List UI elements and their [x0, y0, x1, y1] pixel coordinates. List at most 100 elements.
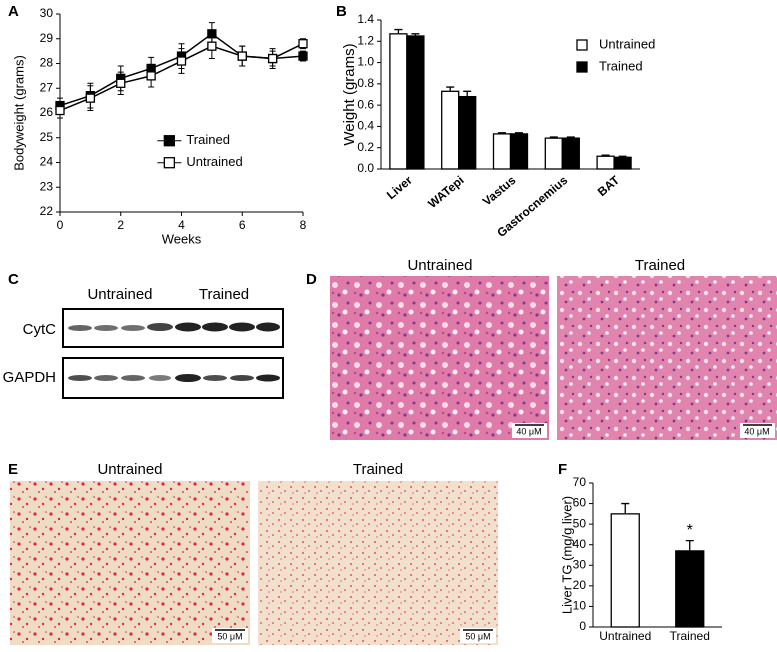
point — [116, 78, 126, 88]
scale-label: 40 μM — [744, 426, 769, 436]
scale-bar — [512, 423, 547, 438]
y-tick-label: 29 — [40, 31, 54, 45]
bar — [544, 137, 563, 170]
y-tick-label: 30 — [573, 557, 587, 571]
bar — [492, 133, 512, 170]
blot-row: GAPDH — [3, 369, 56, 386]
y-tick-label: 20 — [573, 578, 587, 592]
y-tick-label: 23 — [40, 179, 54, 193]
legend-label: Trained — [186, 132, 230, 147]
legend-swatch — [163, 135, 176, 147]
stain-image — [10, 481, 250, 645]
image-title: Trained — [353, 461, 403, 478]
error-bar — [394, 28, 403, 34]
y-tick-label: 26 — [40, 105, 54, 119]
x-tick-label: 8 — [300, 218, 307, 232]
y-tick-label: 1.4 — [357, 12, 374, 26]
scale-label: 50 μM — [465, 631, 490, 641]
panel-letter: D — [306, 271, 317, 288]
bar — [675, 550, 705, 628]
error-bar — [685, 539, 694, 551]
error-bar — [446, 86, 455, 92]
scale-bar — [740, 423, 775, 438]
y-tick-label: 50 — [573, 516, 587, 530]
y-axis-label: Bodyweight (grams) — [11, 55, 26, 171]
panel-letter: E — [8, 461, 18, 478]
legend-label: Untrained — [186, 154, 242, 169]
bar — [596, 155, 615, 170]
panel-letter: F — [558, 461, 567, 478]
bar — [509, 133, 529, 170]
x-tick-label: Liver — [384, 173, 415, 202]
y-tick-label: 1.2 — [357, 33, 374, 47]
scale-bar — [460, 628, 496, 643]
legend-label: Untrained — [599, 36, 655, 51]
y-tick-label: 70 — [573, 475, 587, 489]
stain-image — [258, 481, 498, 645]
x-tick-label: 6 — [239, 218, 246, 232]
bar — [458, 95, 477, 170]
error-bar — [463, 90, 472, 97]
legend-label: Trained — [599, 58, 643, 73]
y-tick-label: 0.6 — [357, 97, 374, 111]
y-tick-label: 60 — [573, 496, 587, 510]
scale-bar — [212, 628, 248, 643]
bar — [613, 156, 632, 170]
y-tick-label: 10 — [573, 599, 587, 613]
point — [298, 39, 308, 49]
point — [267, 53, 278, 64]
y-tick-label: 0.4 — [357, 119, 374, 133]
point — [207, 41, 217, 51]
x-tick-label: BAT — [595, 173, 623, 199]
legend-swatch — [163, 157, 176, 169]
bar — [561, 137, 580, 170]
histology-image — [330, 276, 549, 440]
y-axis-label: Liver TG (mg/g liver) — [559, 496, 574, 614]
y-tick-label: 0.8 — [357, 76, 374, 90]
y-tick-label: 24 — [40, 155, 54, 169]
x-tick-label: WATepi — [425, 173, 466, 211]
y-tick-label: 1.0 — [357, 55, 374, 69]
y-tick-label: 0.2 — [357, 140, 374, 154]
blot-group: Untrained — [87, 286, 152, 303]
legend-swatch — [576, 61, 588, 73]
legend-swatch — [576, 39, 588, 51]
image-title: Trained — [635, 257, 685, 274]
annotation: * — [687, 522, 693, 539]
scale-label: 40 μM — [516, 426, 541, 436]
image-title: Untrained — [97, 461, 162, 478]
y-tick-label: 40 — [573, 537, 587, 551]
x-axis-label: Weeks — [162, 231, 202, 246]
y-tick-label: 0 — [579, 619, 586, 633]
y-axis-label: Weight (grams) — [341, 43, 358, 145]
scale-label: 50 μM — [217, 631, 242, 641]
y-tick-label: 25 — [40, 130, 54, 144]
panel-letter: B — [336, 3, 347, 20]
blot-group: Trained — [199, 286, 249, 303]
point — [146, 71, 156, 81]
blot-row: CytC — [23, 321, 57, 338]
bar — [389, 33, 408, 170]
y-tick-label: 27 — [40, 80, 54, 94]
panel-letter: A — [8, 3, 19, 20]
y-tick-label: 30 — [40, 6, 54, 20]
x-tick-label: Trained — [670, 629, 710, 643]
error-bar — [621, 502, 630, 514]
x-tick-label: 2 — [117, 218, 124, 232]
histology-image — [557, 276, 777, 440]
point — [55, 105, 65, 116]
bar — [406, 35, 425, 170]
image-title: Untrained — [407, 257, 472, 274]
y-tick-label: 0.0 — [357, 161, 374, 175]
x-tick-label: 0 — [57, 218, 64, 232]
point — [237, 51, 247, 61]
x-tick-label: Vastus — [480, 173, 519, 209]
point — [176, 56, 187, 66]
blot-bands — [68, 322, 280, 382]
y-tick-label: 28 — [40, 56, 54, 70]
bar — [610, 513, 640, 628]
x-tick-label: 4 — [178, 218, 185, 232]
panel-letter: C — [8, 271, 19, 288]
point — [85, 93, 96, 103]
